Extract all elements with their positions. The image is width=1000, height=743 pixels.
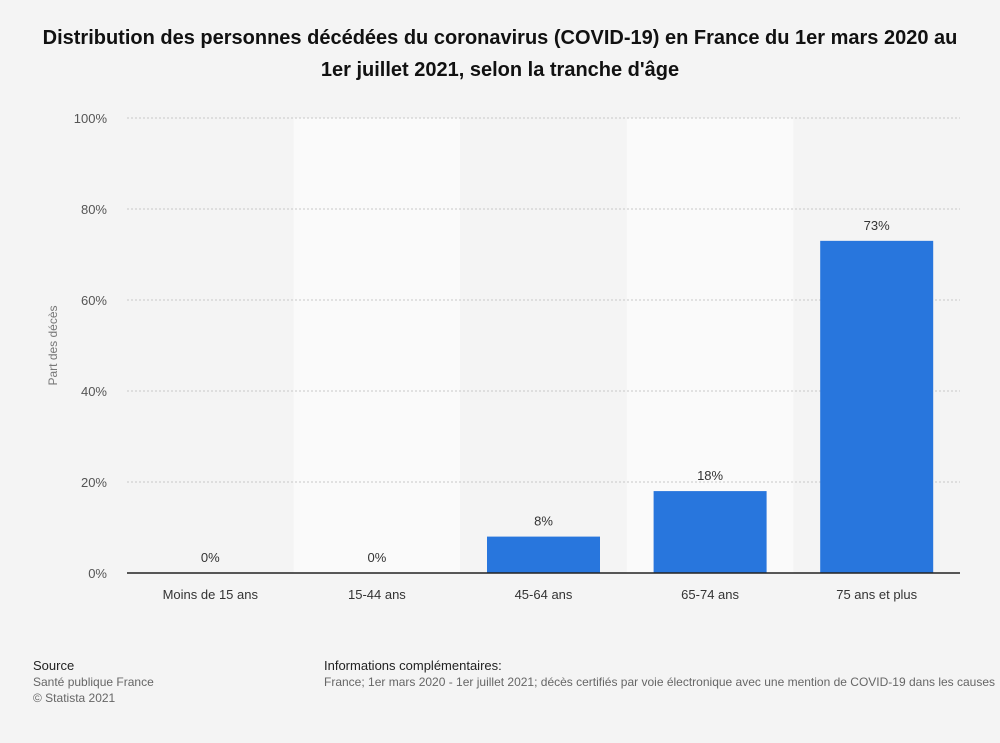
info-heading: Informations complémentaires:: [324, 658, 502, 673]
source-heading: Source: [33, 658, 75, 673]
column-band: [460, 118, 627, 573]
x-tick-label: 65-74 ans: [681, 587, 739, 602]
chart-title: Distribution des personnes décédées du c…: [42, 27, 958, 81]
source-block: Source Santé publique France © Statista …: [33, 658, 154, 706]
y-tick-label: 80%: [81, 202, 107, 217]
y-axis-label: Part des décès: [46, 305, 60, 385]
bar-chart: 0% 20% 40% 60% 80% 100% Part des décès 0% Moins …: [46, 111, 960, 602]
bar: [820, 240, 934, 573]
data-label: 18%: [697, 468, 723, 483]
x-tick-label: Moins de 15 ans: [163, 587, 259, 602]
column-band: [293, 118, 461, 573]
column-band: [127, 118, 294, 573]
bar: [653, 491, 767, 573]
data-label: 8%: [534, 514, 553, 529]
data-label: 73%: [864, 218, 890, 233]
y-tick-label: 20%: [81, 475, 107, 490]
data-label: 0%: [368, 550, 387, 565]
x-tick-label: 75 ans et plus: [836, 587, 917, 602]
x-tick-label: 15-44 ans: [348, 587, 406, 602]
bar: [487, 536, 600, 573]
copyright-line: © Statista 2021: [33, 691, 116, 705]
data-label: 0%: [201, 550, 220, 565]
info-text: France; 1er mars 2020 - 1er juillet 2021…: [324, 675, 996, 689]
y-tick-label: 100%: [74, 111, 108, 126]
y-tick-label: 40%: [81, 384, 107, 399]
x-tick-label: 45-64 ans: [515, 587, 573, 602]
info-block: Informations complémentaires: France; 1e…: [324, 658, 1000, 690]
y-tick-label: 0%: [88, 566, 107, 581]
source-line: Santé publique France: [33, 675, 154, 689]
y-tick-label: 60%: [81, 293, 107, 308]
